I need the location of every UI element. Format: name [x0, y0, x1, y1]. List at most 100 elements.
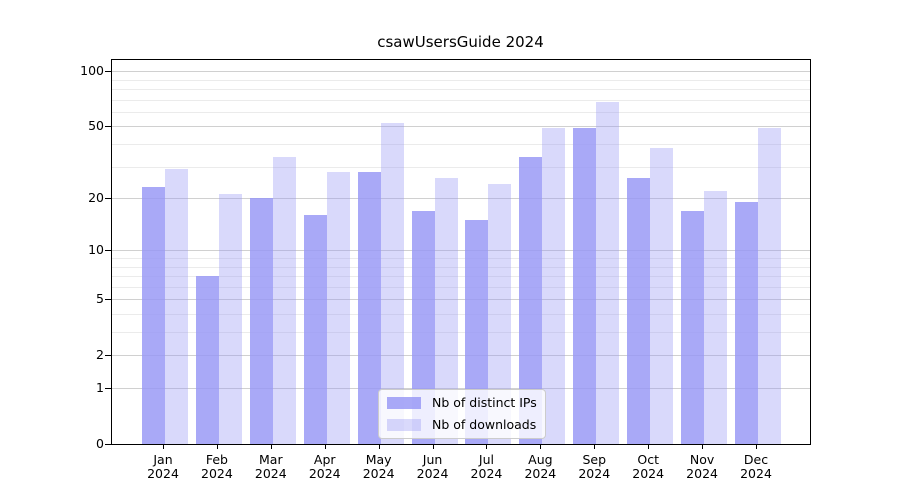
x-tick-month: Feb: [205, 452, 228, 467]
x-tick-label-jan-2024: Jan 2024: [123, 453, 203, 481]
x-tick-year: 2024: [686, 466, 718, 481]
bar-downloads-dec-2024: [758, 127, 781, 444]
x-tick-label-feb-2024: Feb 2024: [177, 453, 257, 481]
bar-downloads-feb-2024: [218, 194, 242, 444]
x-tick-year: 2024: [524, 466, 557, 481]
x-tick-month: Nov: [689, 452, 715, 467]
gridline-major-y-50: [112, 126, 810, 128]
legend-item-distinct-ips: Nb of distinct IPs: [387, 396, 537, 410]
gridline-minor-y-4: [112, 313, 810, 315]
x-tick-label-sep-2024: Sep 2024: [554, 453, 634, 481]
x-tick-label-mar-2024: Mar 2024: [231, 453, 311, 481]
legend-label-distinct-ips: Nb of distinct IPs: [432, 395, 537, 410]
y-tick-mark-0: [105, 444, 111, 445]
gridline-major-y-10: [112, 250, 810, 252]
y-tick-mark-2: [105, 355, 111, 357]
x-tick-mark-jul-2024: [486, 445, 488, 449]
gridline-major-y-100: [112, 71, 810, 73]
x-tick-year: 2024: [632, 466, 665, 481]
x-tick-month: Aug: [528, 452, 553, 467]
bar-downloads-jan-2024: [165, 169, 188, 444]
bar-distinct-ips-nov-2024: [681, 210, 705, 444]
x-tick-year: 2024: [201, 466, 233, 481]
bar-distinct-ips-oct-2024: [627, 177, 651, 444]
x-tick-year: 2024: [578, 466, 611, 481]
x-tick-label-may-2024: May 2024: [339, 453, 419, 481]
x-tick-mark-aug-2024: [540, 445, 542, 449]
x-tick-label-apr-2024: Apr 2024: [285, 453, 365, 481]
y-tick-mark-10: [105, 250, 111, 252]
x-tick-label-jun-2024: Jun 2024: [393, 453, 473, 481]
gridline-minor-y-7: [112, 276, 810, 278]
x-tick-month: Jan: [153, 452, 173, 467]
gridline-minor-y-90: [112, 79, 810, 81]
bar-distinct-ips-aug-2024: [519, 156, 543, 444]
bar-downloads-nov-2024: [704, 190, 728, 444]
gridline-minor-y-30: [112, 166, 810, 168]
x-tick-mark-mar-2024: [270, 445, 272, 449]
y-tick-label-0: 0: [96, 436, 104, 451]
bar-distinct-ips-may-2024: [357, 171, 381, 444]
gridline-major-y-20: [112, 198, 810, 200]
x-tick-year: 2024: [254, 466, 287, 481]
x-tick-month: Apr: [313, 452, 336, 467]
bar-downloads-sep-2024: [596, 101, 620, 444]
y-tick-mark-20: [105, 198, 111, 200]
bar-distinct-ips-jan-2024: [142, 187, 165, 444]
y-tick-label-10: 10: [88, 242, 104, 258]
x-tick-year: 2024: [740, 466, 772, 481]
gridline-major-y-5: [112, 299, 810, 301]
gridline-minor-y-60: [112, 111, 810, 113]
bar-distinct-ips-jul-2024: [465, 220, 489, 444]
x-tick-mark-jun-2024: [432, 445, 434, 449]
x-tick-mark-jan-2024: [163, 445, 164, 449]
y-tick-label-2: 2: [96, 347, 104, 363]
x-tick-mark-may-2024: [378, 445, 380, 449]
bar-distinct-ips-feb-2024: [195, 276, 219, 444]
bar-downloads-may-2024: [380, 123, 404, 444]
bar-downloads-jun-2024: [434, 177, 458, 444]
legend-swatch-downloads: [387, 419, 421, 431]
x-tick-year: 2024: [147, 466, 179, 481]
y-tick-label-50: 50: [88, 118, 104, 134]
y-tick-label-100: 100: [80, 63, 104, 79]
bar-downloads-oct-2024: [650, 148, 674, 444]
gridline-minor-y-40: [112, 144, 810, 146]
bars-layer: [112, 60, 810, 444]
y-tick-label-5: 5: [96, 291, 104, 307]
gridline-minor-y-9: [112, 258, 810, 259]
x-tick-month: May: [365, 452, 392, 467]
x-tick-month: Oct: [637, 452, 659, 467]
x-tick-month: Sep: [582, 452, 607, 467]
x-tick-label-jul-2024: Jul 2024: [446, 453, 526, 481]
x-tick-month: Mar: [259, 452, 283, 467]
x-tick-label-oct-2024: Oct 2024: [608, 453, 688, 481]
x-tick-mark-dec-2024: [756, 445, 757, 449]
x-tick-year: 2024: [362, 466, 395, 481]
x-tick-month: Jul: [478, 452, 494, 467]
legend-label-downloads: Nb of downloads: [432, 417, 537, 432]
gridline-minor-y-80: [112, 89, 810, 91]
y-tick-mark-50: [105, 126, 111, 128]
chart-title: csawUsersGuide 2024: [377, 33, 544, 51]
bar-distinct-ips-mar-2024: [249, 198, 273, 444]
gridlines-layer: [112, 60, 810, 444]
bar-downloads-mar-2024: [272, 156, 296, 444]
legend-item-downloads: Nb of downloads: [387, 418, 537, 432]
x-tick-mark-feb-2024: [216, 445, 218, 449]
x-tick-mark-sep-2024: [594, 445, 596, 449]
x-tick-year: 2024: [308, 466, 341, 481]
gridline-major-y-1: [112, 388, 810, 389]
x-tick-month: Jun: [422, 452, 443, 467]
gridline-minor-y-6: [112, 286, 810, 288]
x-tick-label-aug-2024: Aug 2024: [500, 453, 580, 481]
x-tick-mark-nov-2024: [702, 445, 704, 449]
legend-swatch-distinct-ips: [387, 397, 421, 409]
x-tick-label-dec-2024: Dec 2024: [716, 453, 796, 481]
x-tick-year: 2024: [470, 466, 503, 481]
y-tick-mark-5: [105, 299, 111, 301]
gridline-major-y-2: [112, 355, 810, 357]
legend: Nb of distinct IPs Nb of downloads: [378, 389, 546, 439]
bar-distinct-ips-sep-2024: [573, 127, 597, 444]
